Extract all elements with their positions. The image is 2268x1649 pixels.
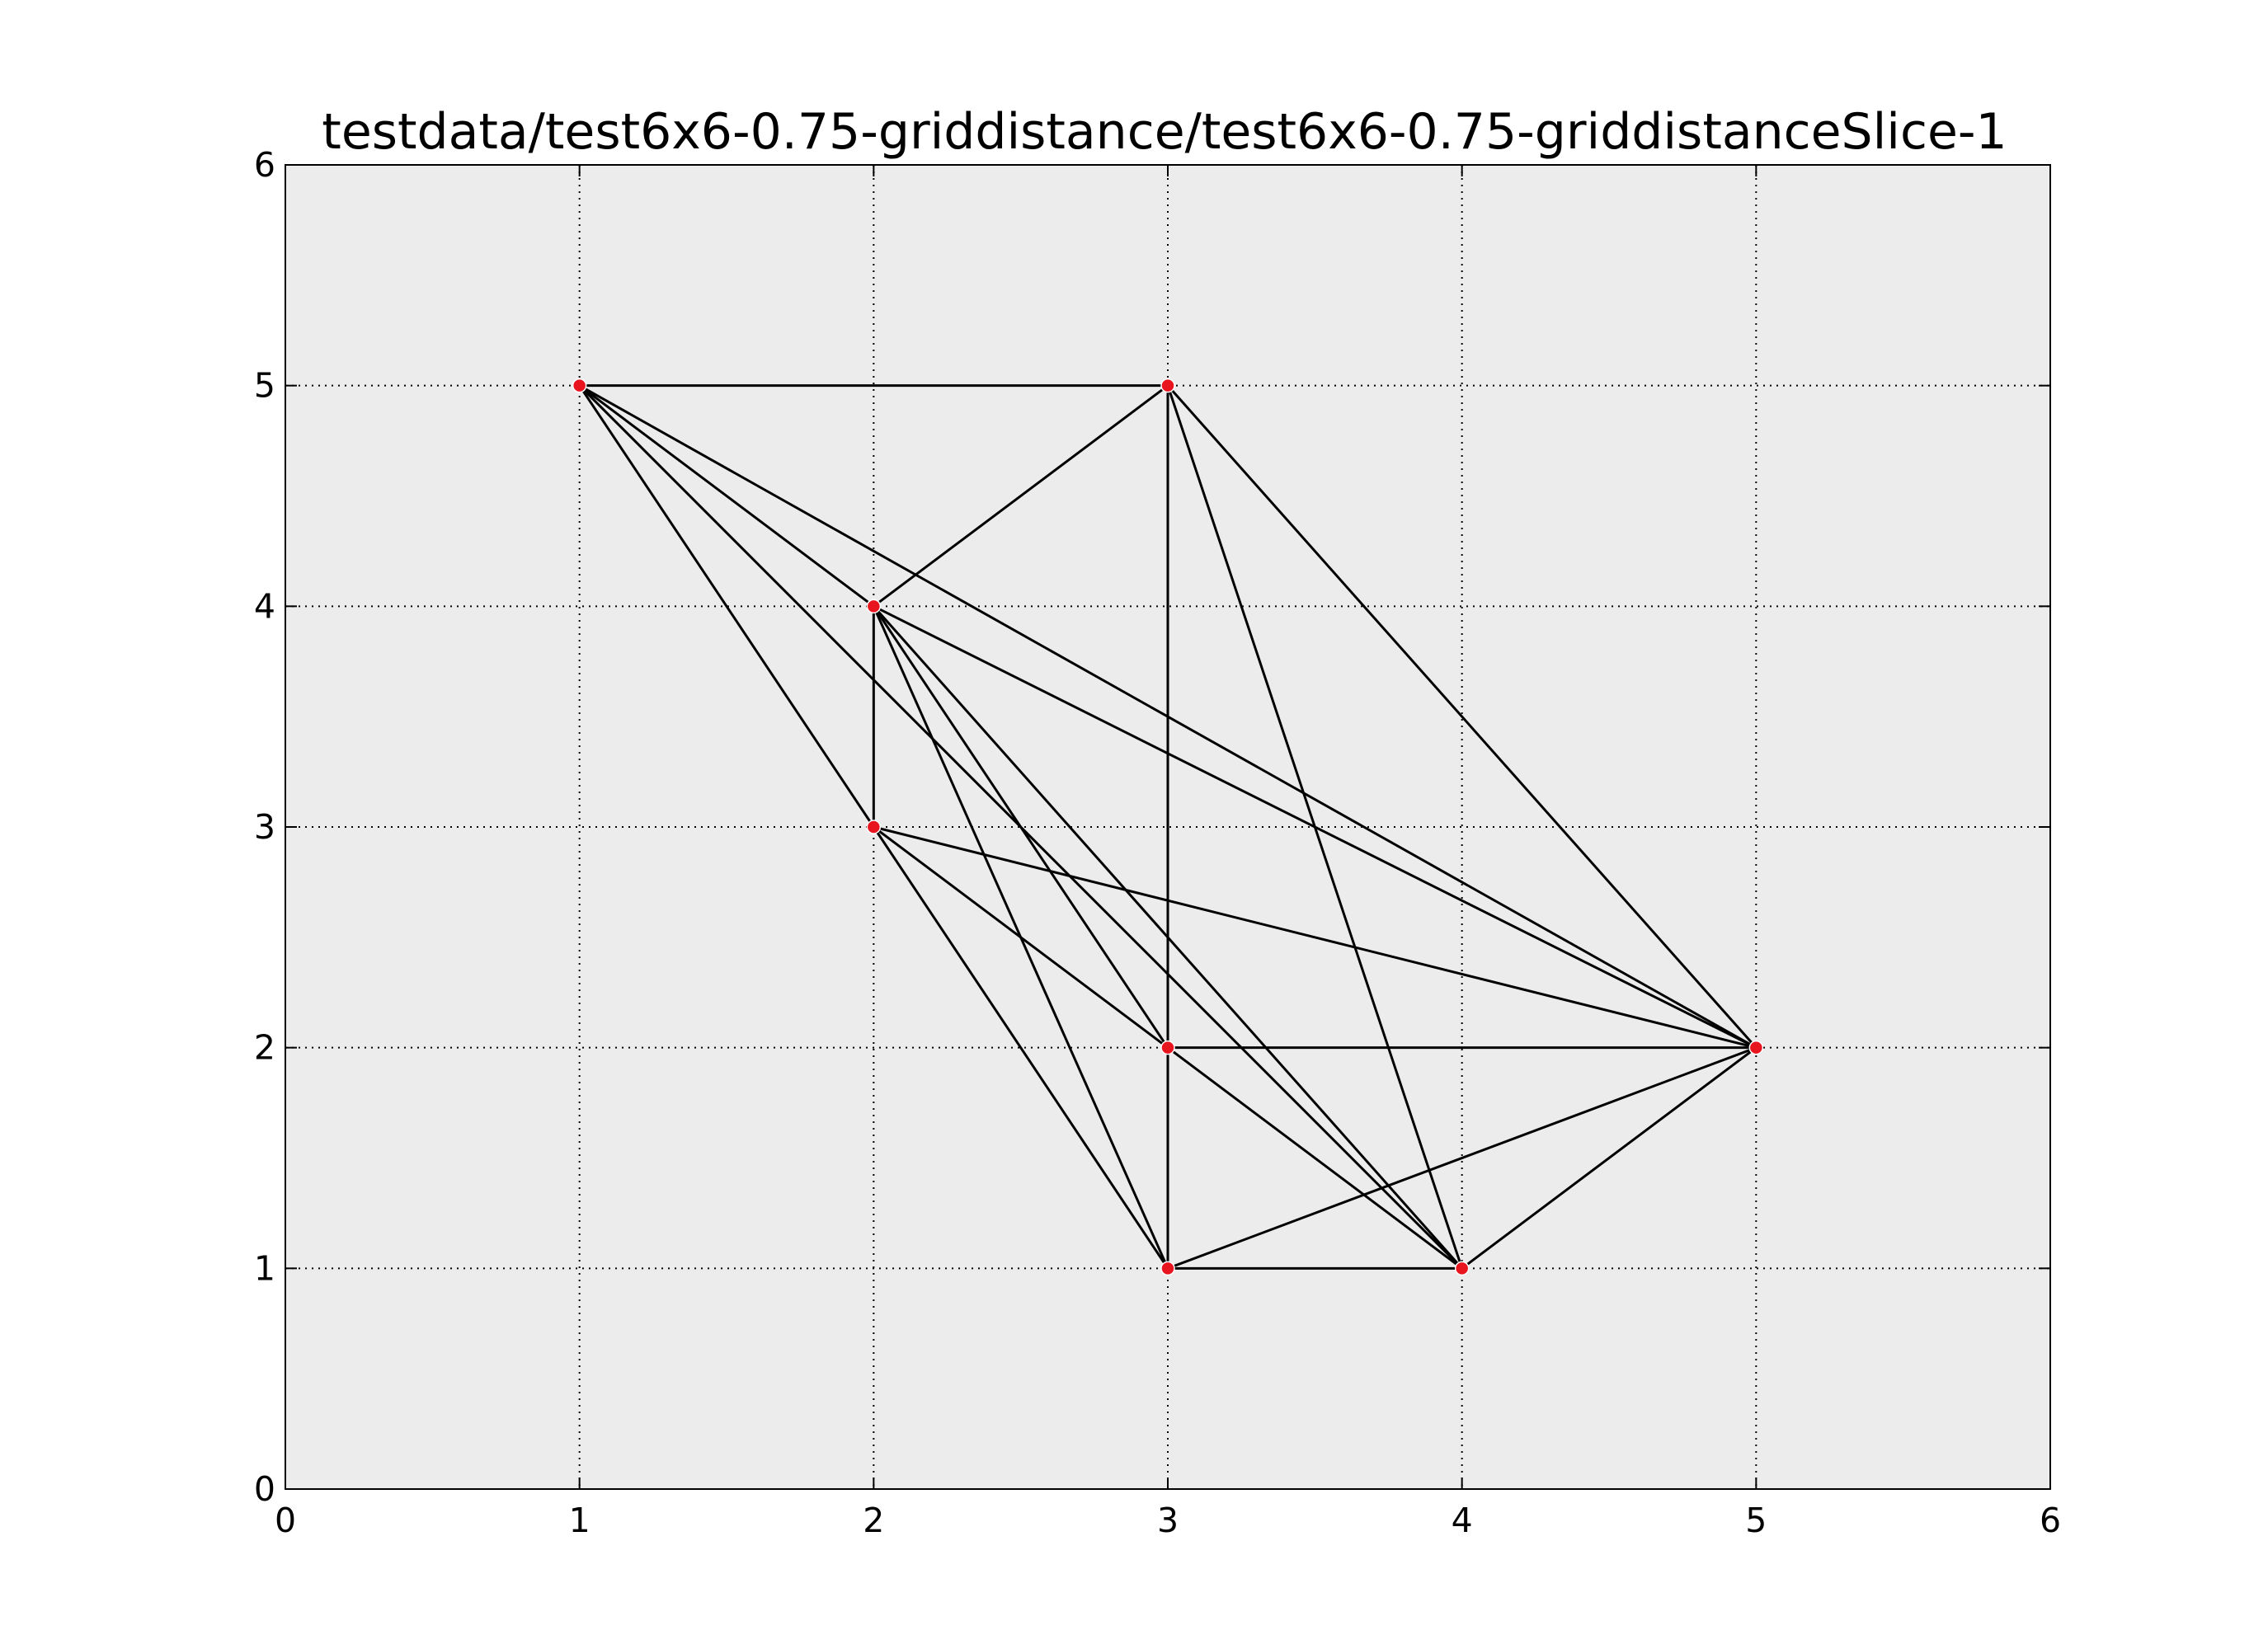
graph-node <box>1160 1040 1175 1055</box>
graph-edge <box>873 384 1169 608</box>
graph-node <box>866 599 882 614</box>
y-tick-label: 6 <box>254 145 275 185</box>
graph-edge <box>873 825 1757 1050</box>
graph-node <box>866 820 882 834</box>
graph-edge <box>873 604 1757 1050</box>
axis-ticks: 0 1 2 3 4 5 6 0 1 2 3 4 5 6 <box>254 145 2061 1540</box>
graph-node <box>1454 1261 1470 1276</box>
graph-node <box>1748 1040 1764 1055</box>
graph-edges <box>578 384 1757 1270</box>
graph-nodes <box>572 378 1764 1276</box>
y-tick-label: 4 <box>254 586 275 626</box>
x-tick-label: 2 <box>863 1501 884 1540</box>
graph-edge <box>578 384 875 608</box>
graph-node <box>1160 378 1175 393</box>
graph-edge <box>873 826 1169 1270</box>
x-tick-label: 6 <box>2040 1501 2061 1540</box>
y-tick-label: 0 <box>254 1469 275 1509</box>
chart-title: testdata/test6x6-0.75-griddistance/test6… <box>322 103 2007 161</box>
graph-edge <box>1166 384 1757 1049</box>
graph-node <box>1160 1261 1175 1276</box>
x-tick-label: 1 <box>569 1501 591 1540</box>
x-tick-label: 5 <box>1745 1501 1767 1540</box>
y-tick-label: 5 <box>254 366 275 406</box>
y-tick-label: 3 <box>254 807 275 847</box>
graph-edge <box>873 605 1169 1049</box>
y-tick-label: 2 <box>254 1028 275 1068</box>
x-tick-label: 0 <box>275 1501 296 1540</box>
x-tick-label: 4 <box>1452 1501 1473 1540</box>
graph-edge <box>578 384 875 828</box>
y-tick-label: 1 <box>254 1248 275 1288</box>
graph-edge <box>873 825 1169 1049</box>
graph-edge <box>1461 1046 1757 1270</box>
graph-node <box>572 378 587 393</box>
graph-edge <box>1167 1046 1757 1270</box>
x-tick-label: 3 <box>1157 1501 1179 1540</box>
graph-edge <box>1167 1046 1463 1270</box>
graph-edge <box>873 605 1463 1270</box>
